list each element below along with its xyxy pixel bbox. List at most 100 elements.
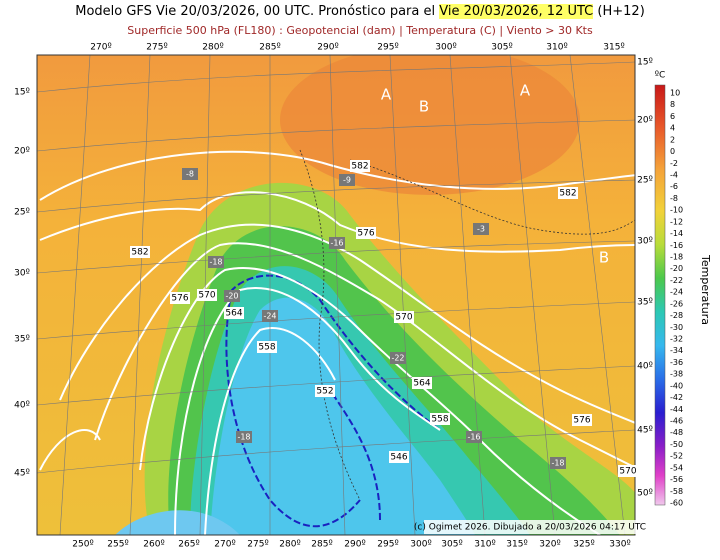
- temp-box: [473, 223, 489, 235]
- colorbar-label: 10: [670, 89, 680, 98]
- colorbar-title: Temperatura: [699, 254, 712, 325]
- colorbar-label: -10: [670, 206, 683, 215]
- temp-box: [262, 310, 278, 322]
- lon-label: 310º: [474, 540, 495, 550]
- contour-label-bg: [430, 413, 450, 425]
- lat-label: 15º: [14, 88, 30, 98]
- temp-box: [550, 457, 566, 469]
- pressure-letter: B: [419, 98, 429, 116]
- lat-label: 20º: [14, 147, 30, 157]
- contour-label-bg: [224, 307, 244, 319]
- temp-label: -18: [209, 258, 222, 267]
- contour-label: 558: [431, 415, 448, 425]
- colorbar-label: -52: [670, 452, 683, 461]
- lat-label: 25º: [14, 208, 30, 218]
- lon-label: 290º: [317, 43, 338, 53]
- contour-label: 564: [413, 379, 430, 389]
- contour-label-bg: [197, 289, 217, 301]
- contour-label: 564: [225, 309, 242, 319]
- colorbar-label: -44: [670, 405, 683, 414]
- contour-label-bg: [257, 341, 277, 353]
- lon-label: 305º: [491, 43, 512, 53]
- colorbar-label: 8: [670, 100, 675, 109]
- lat-label: 50º: [637, 489, 653, 499]
- colorbar-label: -36: [670, 358, 683, 367]
- colorbar-label: 4: [670, 124, 675, 133]
- lon-label: 320º: [539, 540, 560, 550]
- temp-label: -18: [551, 459, 564, 468]
- lon-label: 285º: [259, 43, 280, 53]
- temp-label: -22: [391, 354, 404, 363]
- title-prefix: Modelo GFS Vie 20/03/2026, 00 UTC. Pronó…: [75, 4, 436, 19]
- lon-label: 270º: [90, 43, 111, 53]
- credit: (c) Ogimet 2026. Dibujado a 20/03/2026 0…: [414, 523, 646, 533]
- lon-label: 275º: [247, 540, 268, 550]
- lat-label: 35º: [637, 298, 653, 308]
- colorbar-label: -12: [670, 217, 683, 226]
- contour-label: 576: [573, 416, 590, 426]
- pressure-letter: B: [599, 249, 609, 267]
- lat-label: 15º: [637, 58, 653, 68]
- lon-label: 315º: [603, 43, 624, 53]
- temp-box: [182, 168, 198, 180]
- colorbar-label: -50: [670, 440, 683, 449]
- colorbar-label: -40: [670, 381, 683, 390]
- colorbar-label: -14: [670, 229, 683, 238]
- lat-label: 40º: [14, 401, 30, 411]
- colorbar-label: -38: [670, 370, 683, 379]
- contour-label: 570: [198, 291, 215, 301]
- lon-label: 280º: [202, 43, 223, 53]
- lat-label: 30º: [14, 269, 30, 279]
- title: Modelo GFS Vie 20/03/2026, 00 UTC. Pronó…: [0, 4, 720, 19]
- colorbar-label: -34: [670, 346, 683, 355]
- map-frame: [36, 54, 636, 536]
- lat-label: 25º: [637, 176, 653, 186]
- colorbar-label: 0: [670, 147, 675, 156]
- colorbar-label: 6: [670, 112, 675, 121]
- title-suffix: (H+12): [597, 4, 645, 19]
- contour-label-bg: [618, 465, 638, 477]
- lon-label: 250º: [72, 540, 93, 550]
- temp-box: [236, 431, 252, 443]
- contour-label-bg: [315, 385, 335, 397]
- temp-label: -9: [343, 176, 351, 185]
- lat-label: 45º: [637, 426, 653, 436]
- contour-label-bg: [130, 246, 150, 258]
- contour-label-bg: [389, 451, 409, 463]
- colorbar-label: -24: [670, 288, 683, 297]
- colorbar-label: -6: [670, 182, 678, 191]
- colorbar-label: 2: [670, 135, 675, 144]
- lon-label: 330º: [609, 540, 630, 550]
- contour-label: 582: [559, 189, 576, 199]
- lat-label: 40º: [637, 362, 653, 372]
- lon-label: 290º: [344, 540, 365, 550]
- contour-label: 570: [395, 313, 412, 323]
- title-highlight: Vie 20/03/2026, 12 UTC: [439, 4, 594, 19]
- lat-label: 30º: [637, 237, 653, 247]
- lon-label: 310º: [546, 43, 567, 53]
- colorbar-label: -32: [670, 335, 683, 344]
- lon-label: 275º: [146, 43, 167, 53]
- colorbar-label: -48: [670, 428, 683, 437]
- colorbar-label: -2: [670, 159, 678, 168]
- lon-label: 315º: [506, 540, 527, 550]
- colorbar-label: -18: [670, 253, 683, 262]
- contour-label-bg: [170, 292, 190, 304]
- contour-label-bg: [350, 160, 370, 172]
- colorbar-label: -30: [670, 323, 683, 332]
- temp-label: -18: [237, 433, 250, 442]
- contour-label: 570: [619, 467, 636, 477]
- lon-label: 270º: [214, 540, 235, 550]
- contour-label: 582: [351, 162, 368, 172]
- lat-label: 20º: [637, 116, 653, 126]
- contour-label-bg: [572, 414, 592, 426]
- pressure-letter: A: [520, 82, 531, 100]
- lon-label: 325º: [573, 540, 594, 550]
- lon-label: 285º: [311, 540, 332, 550]
- colorbar: [654, 84, 666, 506]
- temp-label: -16: [330, 239, 343, 248]
- lon-label: 265º: [178, 540, 199, 550]
- pressure-letter: A: [381, 86, 392, 104]
